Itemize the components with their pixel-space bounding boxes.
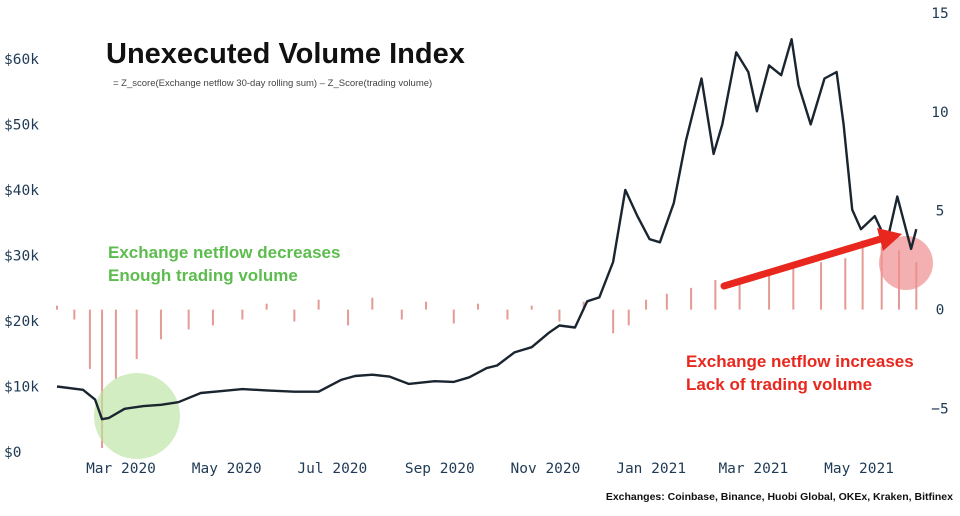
exchanges-footer: Exchanges: Coinbase, Binance, Huobi Glob… xyxy=(606,491,953,503)
x-tick-label: Nov 2020 xyxy=(511,461,581,477)
netflow-bar xyxy=(135,309,138,360)
netflow-bar xyxy=(211,309,214,326)
netflow-bar xyxy=(844,258,847,310)
netflow-bar xyxy=(582,301,585,310)
netflow-bar xyxy=(738,281,741,310)
netflow-bar xyxy=(820,262,823,310)
netflow-bar xyxy=(114,309,117,379)
x-tick-label: May 2020 xyxy=(192,461,262,477)
left-tick-label: $20k xyxy=(4,314,39,330)
right-tick-label: −5 xyxy=(931,401,948,417)
netflow-bar xyxy=(371,297,374,310)
green-annotation-line1: Exchange netflow decreases xyxy=(108,243,340,262)
netflow-bar xyxy=(187,309,190,330)
x-tick-label: Jan 2021 xyxy=(616,461,686,477)
left-tick-label: $40k xyxy=(4,183,39,199)
arrow-head xyxy=(877,228,902,251)
x-tick-label: Jul 2020 xyxy=(297,461,367,477)
netflow-bar xyxy=(477,303,480,310)
left-axis-ticks: $0 $10k $20k $30k $40k $50k $60k xyxy=(4,52,39,461)
netflow-bar xyxy=(159,309,162,340)
red-highlight-circle xyxy=(879,236,933,290)
right-tick-label: 15 xyxy=(931,6,948,22)
netflow-bar xyxy=(768,272,771,310)
left-tick-label: $10k xyxy=(4,379,39,395)
netflow-bar xyxy=(317,299,320,310)
left-tick-label: $50k xyxy=(4,117,39,133)
netflow-bar xyxy=(714,279,717,310)
green-annotation-line2: Enough trading volume xyxy=(108,266,298,285)
netflow-bar xyxy=(101,309,104,449)
netflow-bar xyxy=(56,305,58,310)
netflow-bar xyxy=(530,305,533,310)
right-axis-ticks: −5 0 5 10 15 xyxy=(931,6,948,417)
netflow-bar xyxy=(627,309,630,326)
right-tick-label: 10 xyxy=(931,105,948,121)
price-line xyxy=(56,38,918,421)
x-tick-label: Mar 2021 xyxy=(718,461,788,477)
netflow-bar xyxy=(506,309,509,320)
arrow-shaft xyxy=(720,234,888,290)
green-highlight-circle xyxy=(94,373,180,459)
x-tick-label: Sep 2020 xyxy=(405,461,475,477)
left-tick-label: $0 xyxy=(4,445,21,461)
netflow-bar xyxy=(558,309,561,322)
chart-title: Unexecuted Volume Index xyxy=(106,38,465,70)
netflow-bar xyxy=(792,268,795,310)
netflow-bar xyxy=(293,309,296,322)
netflow-bar xyxy=(645,299,648,310)
left-tick-label: $60k xyxy=(4,52,39,68)
netflow-bar xyxy=(400,309,403,320)
x-tick-label: May 2021 xyxy=(824,461,894,477)
highlight-circles xyxy=(94,236,933,459)
left-tick-label: $30k xyxy=(4,248,39,264)
netflow-bar xyxy=(88,309,91,369)
x-tick-label: Mar 2020 xyxy=(86,461,156,477)
netflow-bar xyxy=(861,240,864,310)
netflow-bar xyxy=(73,309,76,320)
netflow-bar xyxy=(425,301,428,310)
trend-arrow xyxy=(720,228,902,290)
netflow-bar xyxy=(880,246,883,310)
chart-subtitle: = Z_score(Exchange netflow 30-day rollin… xyxy=(113,78,432,89)
red-annotation-line1: Exchange netflow increases xyxy=(686,352,914,371)
right-tick-label: 5 xyxy=(936,204,945,220)
netflow-bar xyxy=(347,309,350,326)
netflow-bar xyxy=(452,309,455,324)
netflow-bar xyxy=(265,303,268,310)
x-axis-ticks: Mar 2020 May 2020 Jul 2020 Sep 2020 Nov 2020… xyxy=(86,461,894,477)
netflow-bar xyxy=(241,309,244,320)
netflow-bar xyxy=(690,287,693,310)
right-tick-label: 0 xyxy=(936,303,945,319)
red-annotation-line2: Lack of trading volume xyxy=(686,375,872,394)
netflow-bar xyxy=(612,309,615,334)
netflow-bar xyxy=(665,293,668,310)
